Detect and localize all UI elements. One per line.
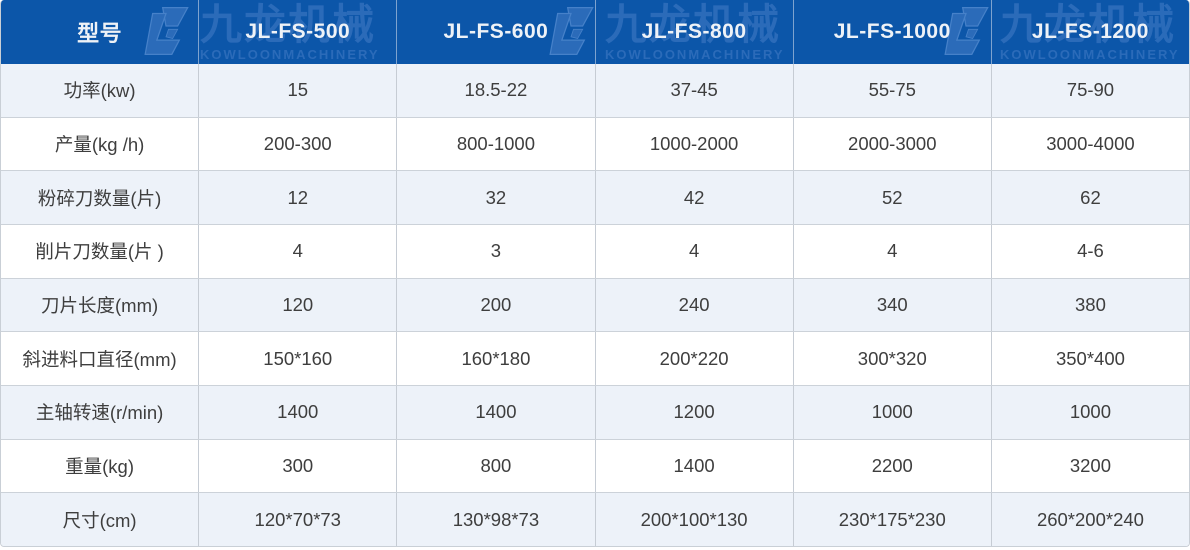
- table-cell: 200*100*130: [596, 493, 794, 546]
- table-cell: 2200: [794, 439, 992, 493]
- table-cell: 37-45: [596, 64, 794, 117]
- table-cell: 230*175*230: [794, 493, 992, 546]
- table-cell: 300*320: [794, 332, 992, 386]
- row-label: 刀片长度(mm): [1, 278, 200, 332]
- table-row-output: 产量(kg /h) 200-300 800-1000 1000-2000 200…: [1, 117, 1189, 172]
- table-cell: 1400: [596, 439, 794, 493]
- table-cell: 1000-2000: [596, 117, 794, 171]
- row-label: 削片刀数量(片 ): [1, 225, 200, 278]
- table-row-spindle-speed: 主轴转速(r/min) 1400 1400 1200 1000 1000: [1, 386, 1189, 440]
- table-cell: 4: [794, 225, 992, 278]
- table-cell: 4: [596, 225, 794, 278]
- table-row-chipping-blades: 削片刀数量(片 ) 4 3 4 4 4-6: [1, 225, 1189, 279]
- header-cell-jl-fs-800: JL-FS-800: [596, 0, 794, 64]
- header-cell-jl-fs-1200: JL-FS-1200: [1031, 20, 1149, 43]
- table-row-crushing-blades: 粉碎刀数量(片) 12 32 42 52 62: [1, 171, 1189, 226]
- row-label: 粉碎刀数量(片): [1, 171, 200, 225]
- table-cell: 3000-4000: [1046, 133, 1135, 154]
- table-row-inlet-diameter: 斜进料口直径(mm) 150*160 160*180 200*220 300*3…: [1, 332, 1189, 387]
- table-cell: 55-75: [794, 64, 992, 117]
- table-cell: 32: [397, 171, 596, 225]
- table-cell: 1400: [199, 386, 398, 439]
- table-cell: 160*180: [397, 332, 596, 386]
- table-header-row: 九龙机械 KOWLOONMACHINERY 九龙机械 KOWLOONMACHIN…: [1, 0, 1189, 64]
- header-cell-jl-fs-500: JL-FS-500: [199, 0, 398, 64]
- table-row-power: 功率(kw) 15 18.5-22 37-45 55-75 75-90: [1, 64, 1189, 118]
- table-cell: 2000-3000: [794, 117, 992, 171]
- row-label: 尺寸(cm): [1, 493, 200, 546]
- header-cell-model: 型号: [1, 0, 200, 64]
- table-cell: 240: [596, 278, 794, 332]
- row-label: 斜进料口直径(mm): [1, 332, 200, 386]
- table-cell: 1000: [1069, 401, 1112, 423]
- table-cell: 75-90: [1066, 79, 1115, 101]
- row-label: 产量(kg /h): [1, 117, 200, 171]
- table-cell: 42: [596, 171, 794, 225]
- table-cell: 340: [794, 278, 992, 332]
- table-cell: 62: [1080, 186, 1101, 208]
- table-cell: 3200: [1069, 455, 1112, 477]
- table-cell: 800-1000: [397, 117, 596, 171]
- table-cell: 120*70*73: [199, 493, 398, 546]
- table-cell: 260*200*240: [1036, 508, 1144, 530]
- header-cell-jl-fs-1000: JL-FS-1000: [794, 0, 992, 64]
- table-cell: 1000: [794, 386, 992, 439]
- row-label: 主轴转速(r/min): [1, 386, 200, 439]
- table-cell: 200*220: [596, 332, 794, 386]
- table-cell: 130*98*73: [397, 493, 596, 546]
- table-cell: 18.5-22: [397, 64, 596, 117]
- table-row-blade-length: 刀片长度(mm) 120 200 240 340 380: [1, 278, 1189, 333]
- table-cell: 800: [397, 439, 596, 493]
- table-body: 功率(kw) 15 18.5-22 37-45 55-75 75-90 产量(k…: [1, 64, 1189, 546]
- table-cell: 200-300: [199, 117, 398, 171]
- table-cell: 120: [199, 278, 398, 332]
- table-cell: 4: [199, 225, 398, 278]
- table-cell: 350*400: [1055, 347, 1125, 369]
- table-cell: 3: [397, 225, 596, 278]
- table-cell: 4-6: [1077, 240, 1104, 262]
- table-cell: 12: [199, 171, 398, 225]
- table-row-weight: 重量(kg) 300 800 1400 2200 3200: [1, 439, 1189, 494]
- table-cell: 15: [199, 64, 398, 117]
- table-cell: 1400: [397, 386, 596, 439]
- table-cell: 200: [397, 278, 596, 332]
- row-label: 功率(kw): [1, 64, 200, 117]
- table-cell: 380: [1075, 294, 1106, 316]
- table-cell: 150*160: [199, 332, 398, 386]
- table-cell: 300: [199, 439, 398, 493]
- row-label: 重量(kg): [1, 439, 200, 493]
- header-cell-jl-fs-600: JL-FS-600: [397, 0, 596, 64]
- table-cell: 1200: [596, 386, 794, 439]
- table-cell: 52: [794, 171, 992, 225]
- table-row-dimensions: 尺寸(cm) 120*70*73 130*98*73 200*100*130 2…: [1, 493, 1189, 546]
